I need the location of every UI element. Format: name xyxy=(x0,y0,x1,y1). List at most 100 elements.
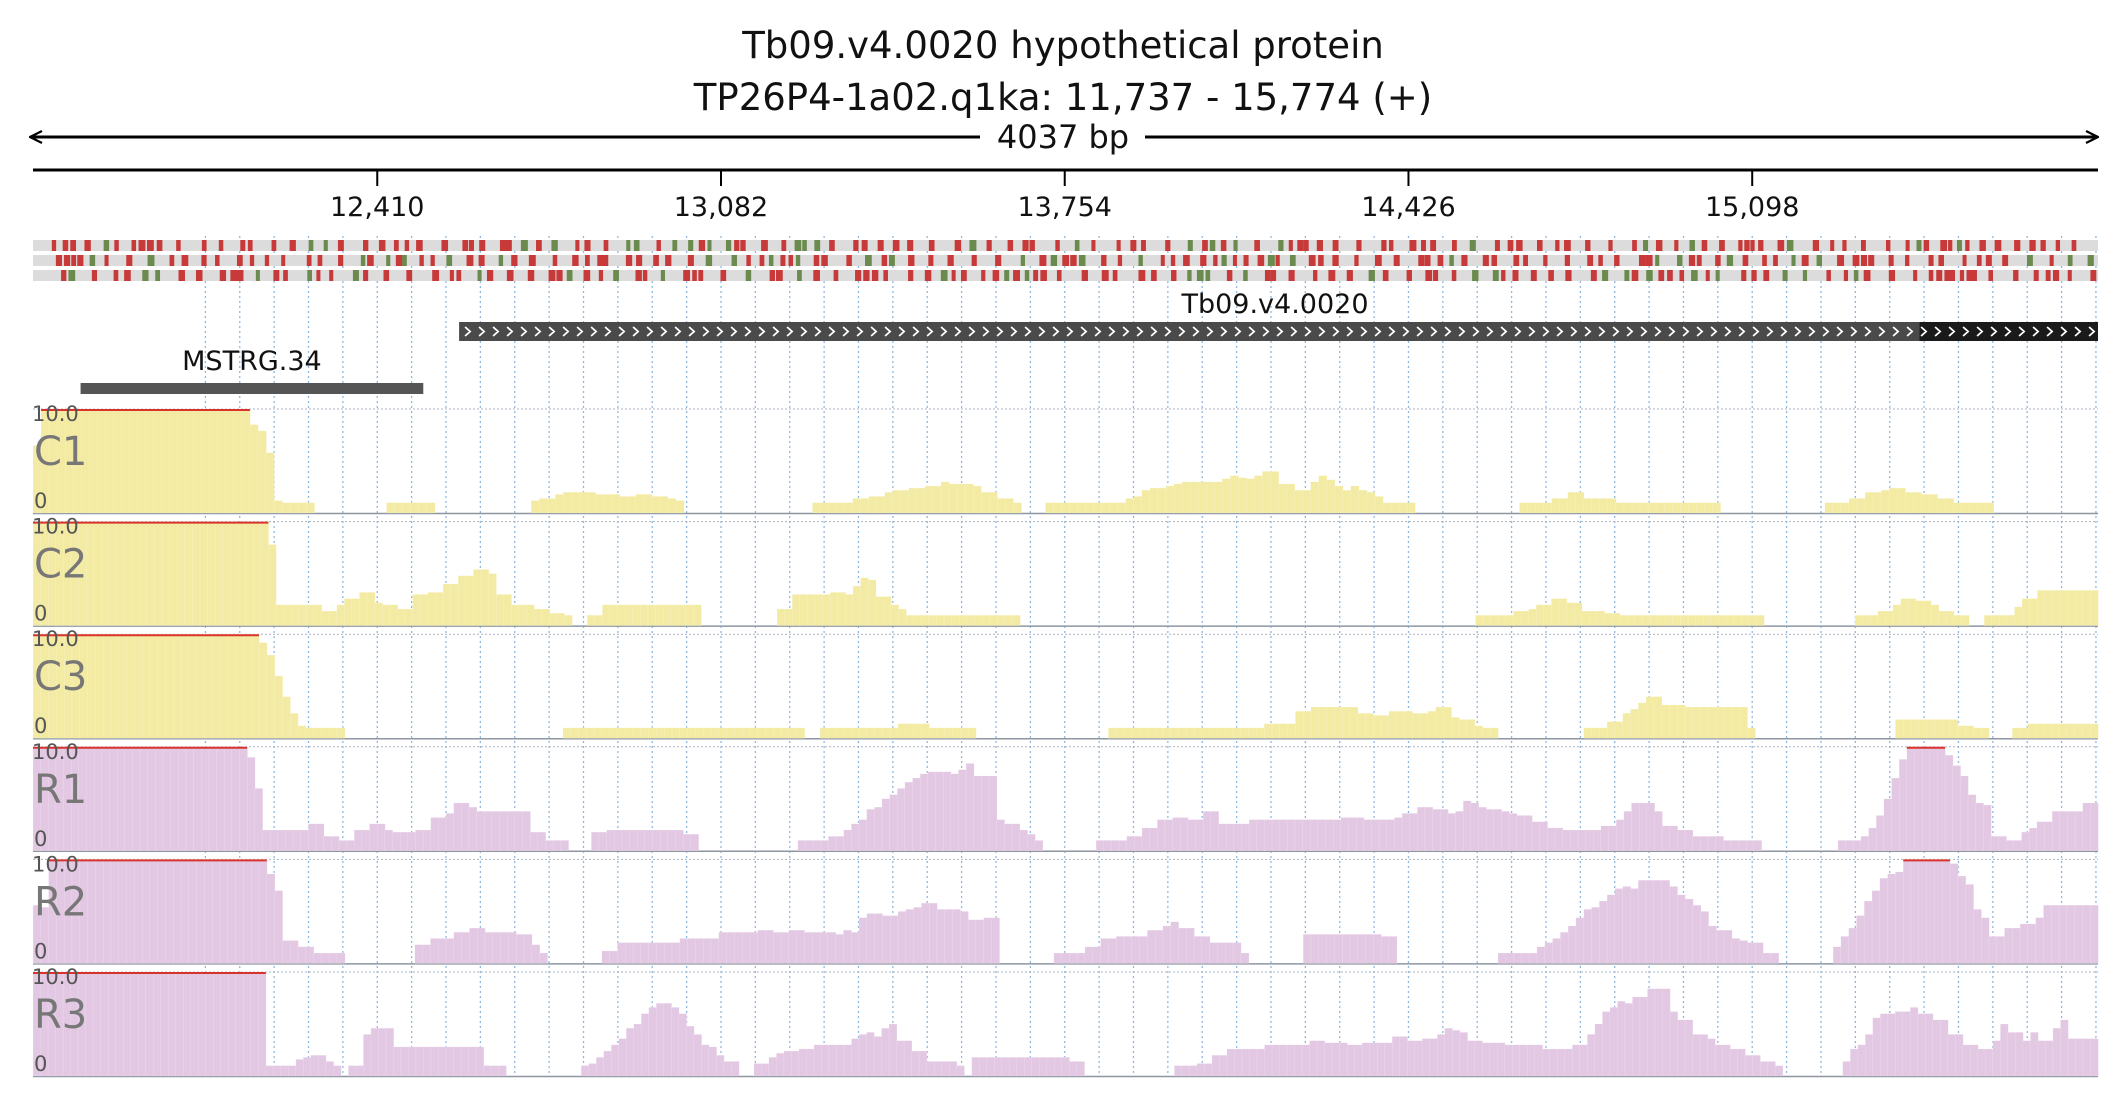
coverage-bar xyxy=(1474,725,1483,739)
coverage-bar xyxy=(2067,811,2076,851)
mappability-marker xyxy=(575,240,580,251)
mappability-marker xyxy=(404,240,410,251)
coverage-bar xyxy=(1888,487,1898,514)
coverage-bar xyxy=(132,746,141,851)
coverage-bar xyxy=(1842,1061,1851,1077)
mappability-marker xyxy=(1165,240,1171,251)
mappability-marker xyxy=(1171,270,1177,281)
coverage-bar xyxy=(1406,502,1416,514)
coverage-bar xyxy=(845,594,854,626)
coverage-bar xyxy=(1762,952,1772,964)
coverage-bar xyxy=(407,831,416,851)
coverage-bar xyxy=(94,746,103,851)
mappability-marker xyxy=(1013,270,1021,281)
mappability-marker xyxy=(462,240,469,251)
coverage-bar xyxy=(690,834,699,851)
mappability-marker xyxy=(236,255,243,266)
coverage-bar xyxy=(1475,615,1484,626)
track-ymax-label: 10.0 xyxy=(32,515,79,539)
mappability-marker xyxy=(1565,270,1572,281)
mappability-marker xyxy=(2033,270,2039,281)
coverage-bar xyxy=(480,569,490,626)
coverage-bar xyxy=(147,746,156,851)
coverage-bar xyxy=(1474,1040,1483,1077)
coverage-bar xyxy=(1915,600,1924,626)
coverage-bar xyxy=(678,1013,687,1077)
mappability-marker xyxy=(1972,270,1977,281)
coverage-bar xyxy=(122,971,132,1077)
coverage-bar xyxy=(204,634,213,739)
coverage-bar xyxy=(103,859,112,964)
mappability-marker xyxy=(625,255,633,266)
mappability-marker xyxy=(861,240,868,251)
coverage-bar xyxy=(981,492,990,514)
coverage-bar xyxy=(1513,610,1522,626)
coverage-bar xyxy=(1521,952,1530,964)
coverage-bar xyxy=(822,594,831,626)
track-ymin-label: 0 xyxy=(34,602,47,626)
mappability-marker xyxy=(1860,255,1868,266)
mappability-marker xyxy=(307,270,312,281)
coverage-bar xyxy=(1591,727,1600,739)
coverage-bar xyxy=(361,829,371,851)
coverage-bar xyxy=(1868,827,1877,851)
coverage-bar xyxy=(687,727,696,739)
track-ymax-label: 10.0 xyxy=(32,402,79,426)
coverage-bar xyxy=(1019,829,1028,851)
coverage-bar xyxy=(1615,502,1625,514)
coverage-bar xyxy=(874,806,883,851)
mappability-marker xyxy=(1254,240,1260,251)
coverage-bar xyxy=(805,840,814,851)
mappability-marker xyxy=(1688,255,1696,266)
coverage-bar xyxy=(325,1061,334,1077)
coverage-bar xyxy=(625,727,634,739)
coverage-bar xyxy=(1254,475,1263,514)
mappability-marker xyxy=(1888,270,1896,281)
coverage-bar xyxy=(445,1046,455,1077)
coverage-bar xyxy=(1205,481,1215,514)
coverage-bar xyxy=(258,971,267,1077)
mappability-marker xyxy=(142,270,149,281)
coverage-bar xyxy=(162,746,172,851)
coverage-bar xyxy=(821,1044,830,1077)
coverage-bar xyxy=(693,604,702,626)
coverage-bar xyxy=(890,604,900,626)
coverage-bar xyxy=(1399,1036,1408,1077)
coverage-bar xyxy=(1594,1023,1603,1077)
mappability-marker xyxy=(219,270,227,281)
coverage-bar xyxy=(201,746,210,851)
coverage-bar xyxy=(277,829,286,851)
mappability-marker xyxy=(776,270,783,281)
mappability-marker xyxy=(1451,270,1457,281)
coverage-bar xyxy=(394,502,404,514)
coverage-bar xyxy=(313,952,322,964)
mappability-marker xyxy=(1631,270,1639,281)
coverage-bar xyxy=(1845,840,1854,851)
coverage-bar xyxy=(1412,713,1421,739)
coverage-bar xyxy=(438,1046,447,1077)
coverage-bar xyxy=(1917,1013,1926,1077)
coverage-bar xyxy=(118,634,128,739)
coverage-bar xyxy=(1684,1019,1694,1077)
mappability-marker xyxy=(598,270,604,281)
mappability-marker xyxy=(201,240,207,251)
coverage-bar xyxy=(617,942,626,964)
coverage-bar xyxy=(814,594,824,626)
coverage-bar xyxy=(1157,487,1167,514)
coverage-bar xyxy=(458,575,467,626)
mappability-marker xyxy=(68,270,76,281)
coverage-bar xyxy=(1303,711,1312,739)
coverage-bar xyxy=(797,840,806,851)
coverage-bar xyxy=(1053,502,1063,514)
coverage-bar xyxy=(274,890,283,964)
mappability-marker xyxy=(124,270,131,281)
coverage-bar xyxy=(679,938,689,964)
coverage-bar xyxy=(579,492,588,514)
coverage-bar xyxy=(1700,706,1709,739)
coverage-bar xyxy=(703,727,712,739)
coverage-bar xyxy=(1934,719,1943,739)
coverage-bar xyxy=(1172,817,1181,851)
coverage-bar xyxy=(562,727,572,739)
gene-cds-bar xyxy=(1919,322,2098,341)
